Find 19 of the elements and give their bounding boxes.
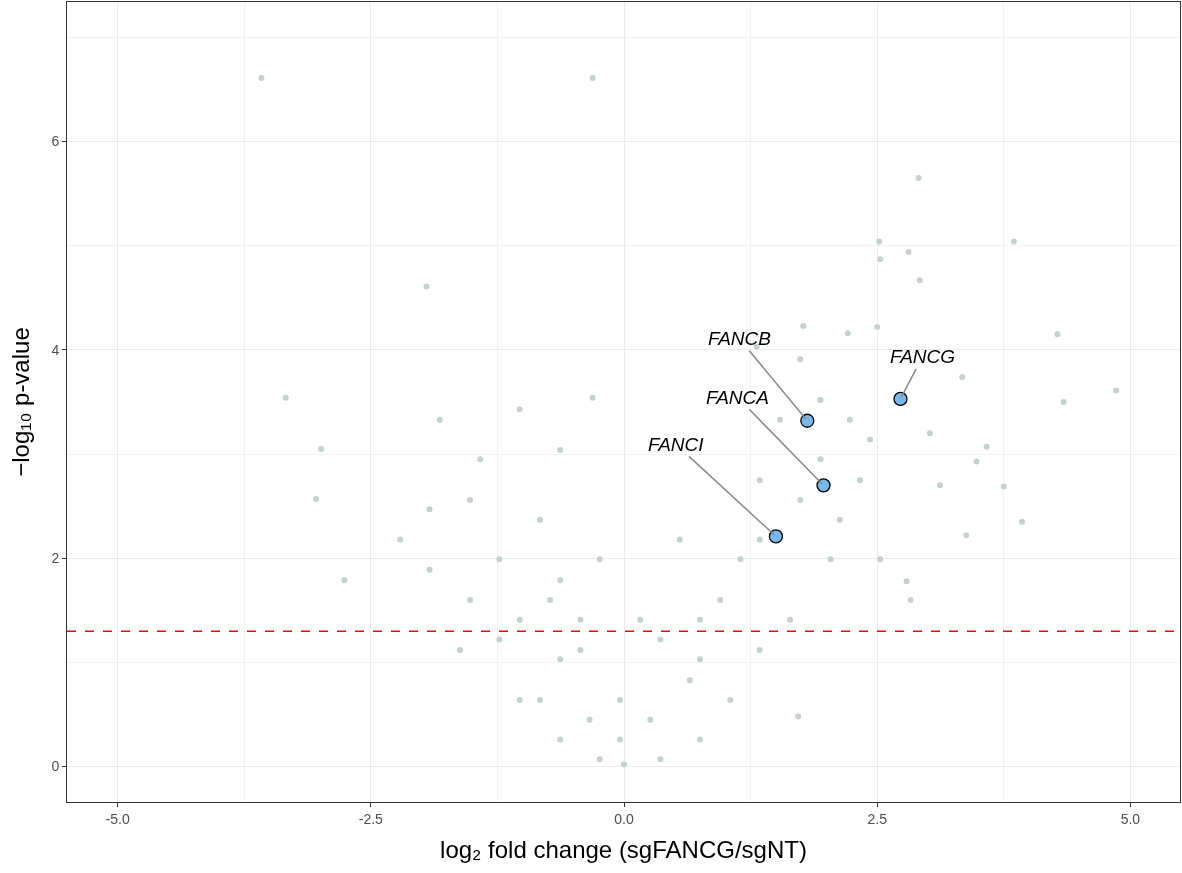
- annotation: FANCA: [706, 387, 769, 408]
- point: [893, 391, 908, 407]
- point: [768, 529, 784, 544]
- y-tick-label: 4: [51, 341, 60, 358]
- x-tick-label: 2.5: [867, 810, 888, 827]
- annotation: FANCB: [708, 328, 772, 349]
- y-tick-label: 6: [51, 133, 60, 150]
- point: [816, 478, 831, 493]
- x-axis-title: log₂ fold change (sgFANCG/sgNT): [440, 836, 807, 864]
- x-tick-label: -2.5: [358, 810, 384, 827]
- x-tick-label: 5.0: [1120, 810, 1141, 827]
- y-tick-label: 2: [51, 550, 60, 567]
- x-tick-label: 0.0: [614, 810, 634, 827]
- y-axis-title: −log₁₀ p-value: [6, 327, 34, 477]
- y-tick-label: 0: [51, 758, 60, 775]
- x-tick-label: -5.0: [105, 810, 130, 827]
- annotation: FANCI: [648, 434, 705, 455]
- annotation: FANCG: [890, 346, 956, 367]
- point: [800, 413, 815, 428]
